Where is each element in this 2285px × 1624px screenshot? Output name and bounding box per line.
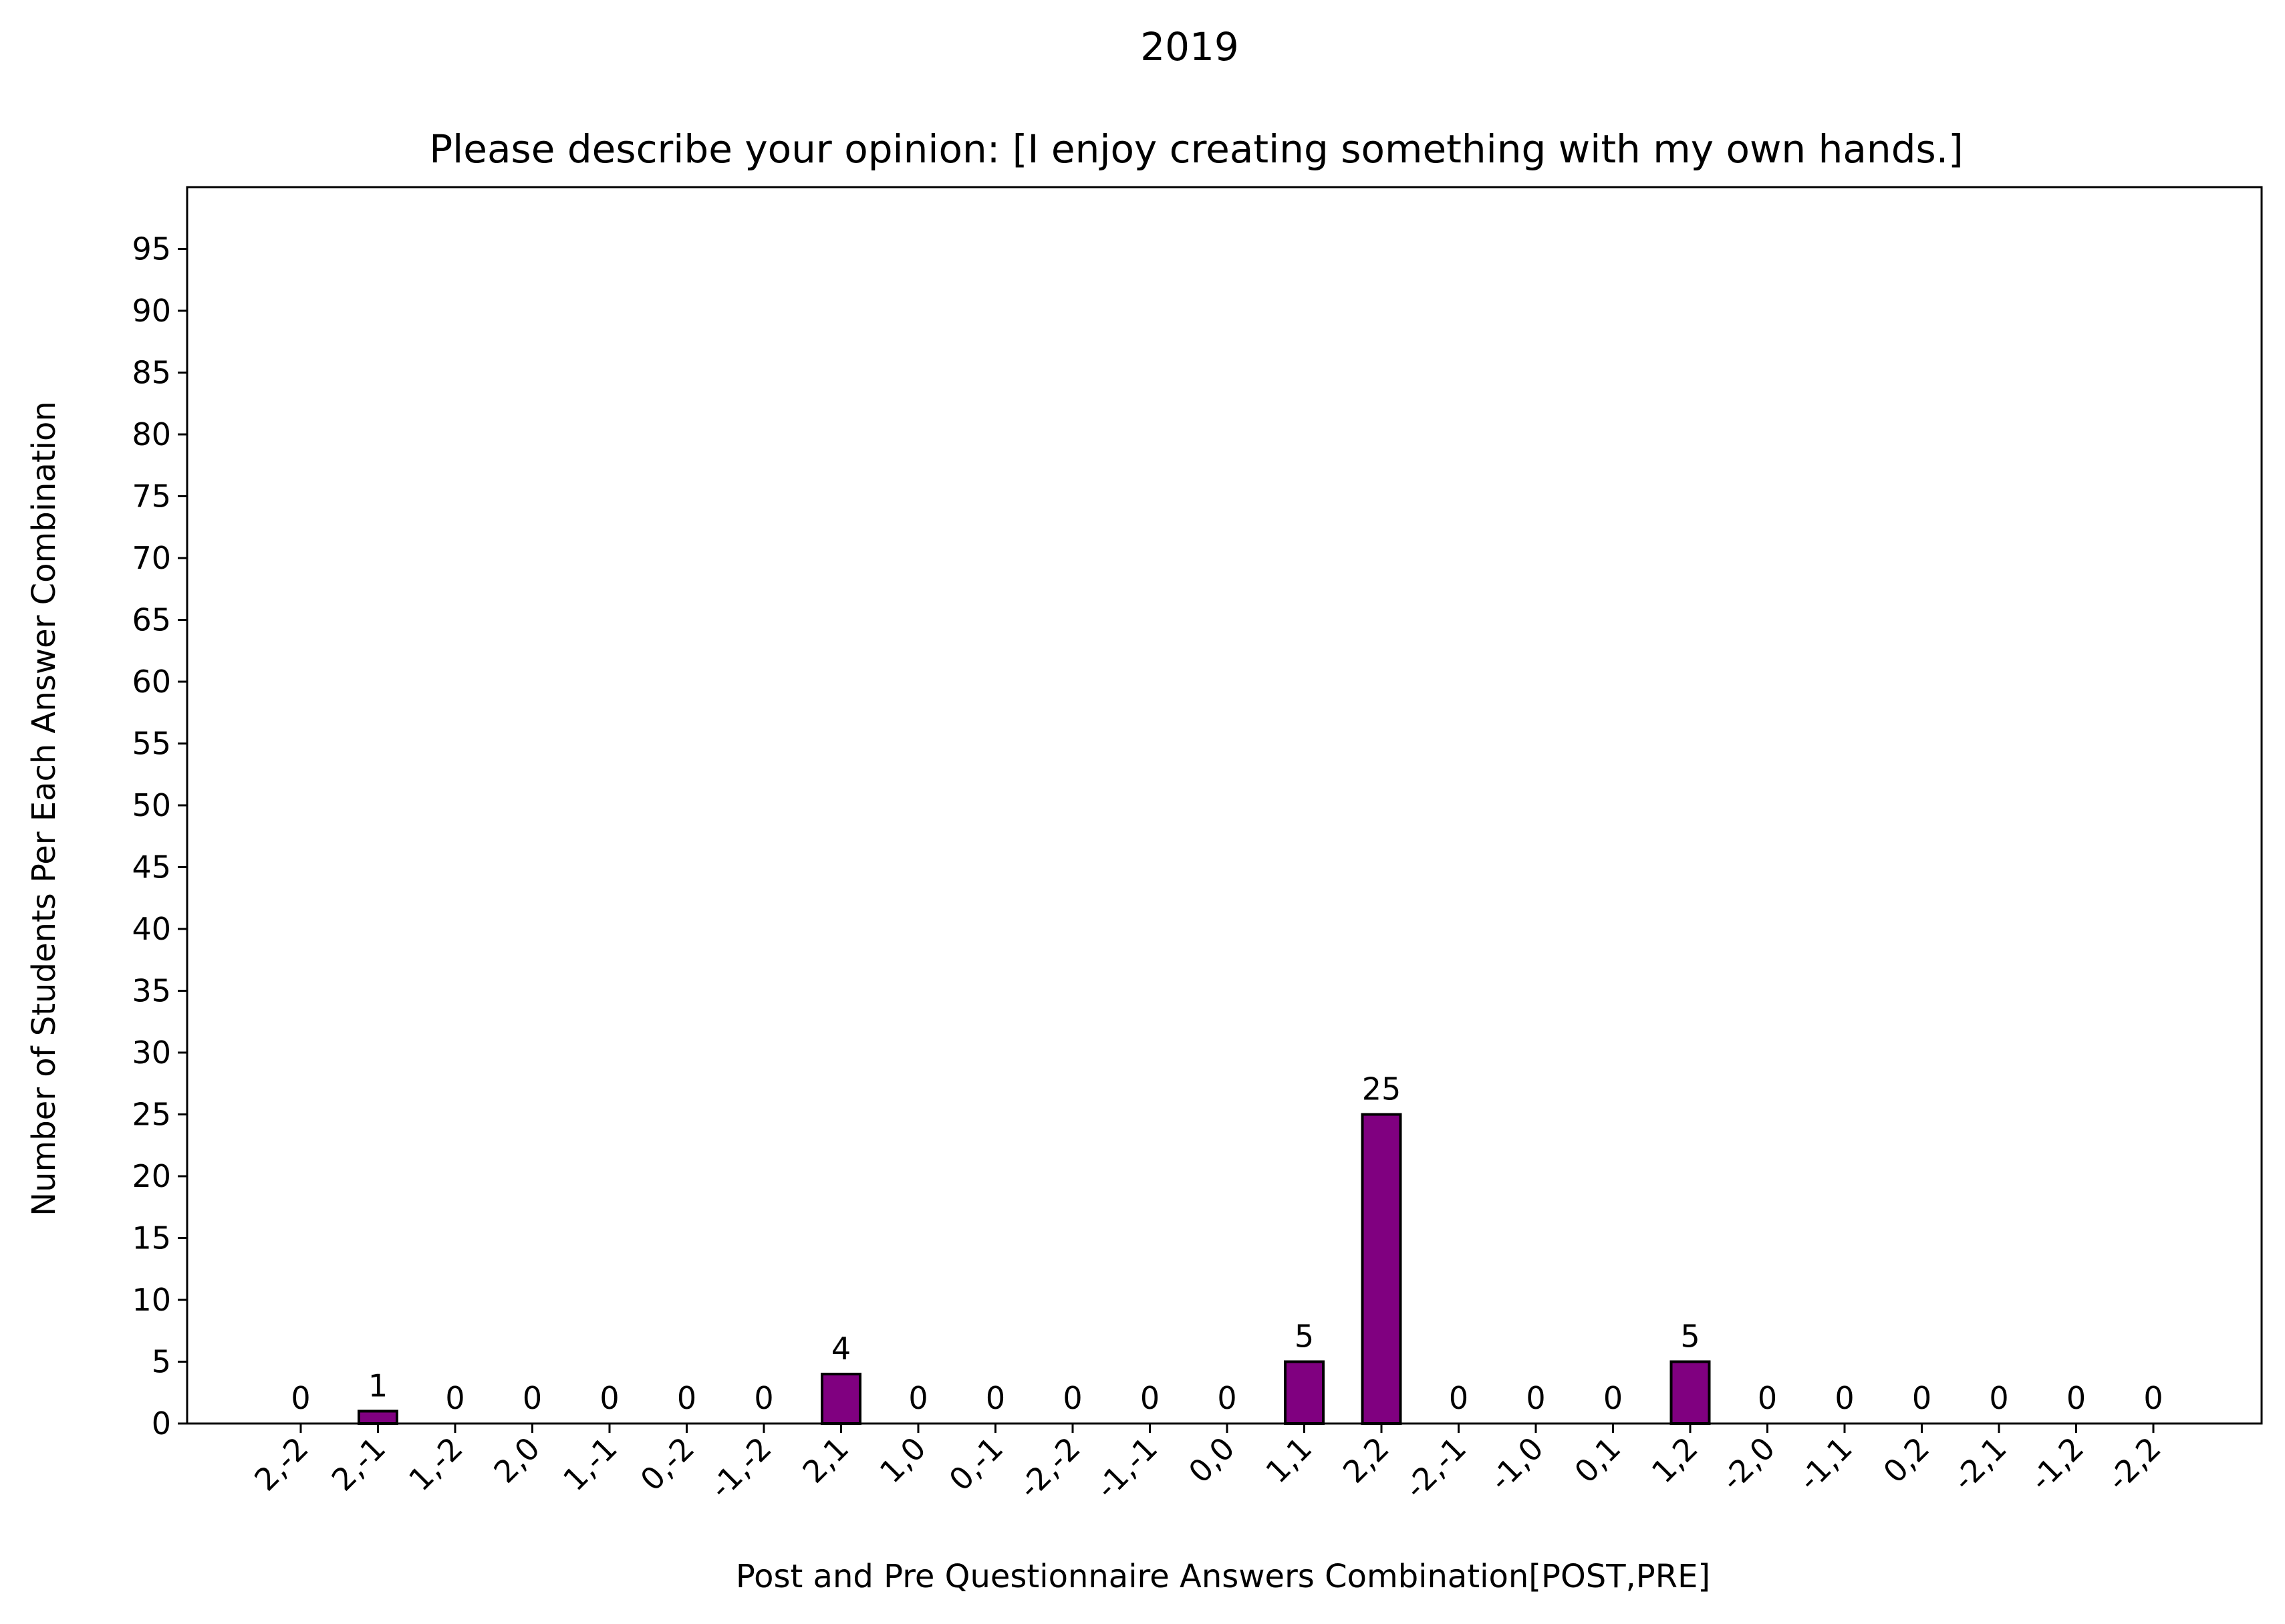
x-tick-label: 1,1	[1258, 1430, 1319, 1490]
x-tick-label: 2,2	[1336, 1430, 1396, 1490]
y-tick-label: 5	[152, 1344, 171, 1380]
bar-value-label: 0	[1912, 1380, 1931, 1416]
x-axis-ticks: 2,-2 2,-1 1,-2 2,0 1,-1 0,-2 -1,-2 2,1 1,0 0,-1 -2…	[247, 1424, 2168, 1506]
x-tick-label: 2,-1	[325, 1430, 393, 1498]
x-tick-label: -2,2	[2100, 1430, 2168, 1498]
bar-value-label: 0	[1526, 1380, 1545, 1416]
x-tick-label: 0,0	[1182, 1430, 1242, 1490]
x-tick-label: 1,2	[1645, 1430, 1705, 1490]
bar-value-label: 0	[677, 1380, 696, 1416]
bar	[821, 1373, 861, 1425]
x-tick-label: 1,-2	[402, 1430, 470, 1498]
x-tick-label: 2,1	[795, 1430, 855, 1490]
bar-value-label: 25	[1362, 1071, 1401, 1107]
bar-value-label: 0	[1989, 1380, 2008, 1416]
y-tick-label: 75	[132, 479, 171, 515]
bars-group: 0 1 0 0 0 0 0 4 0 0 0 0 0 5 25 0 0 0 5 0 0 0 0 0 0	[291, 1071, 2163, 1425]
bar-value-label: 0	[908, 1380, 928, 1416]
x-tick-label: -1,-1	[1089, 1430, 1164, 1506]
x-tick-label: -2,-2	[1011, 1430, 1087, 1506]
y-tick-label: 25	[132, 1097, 171, 1133]
bar-value-label: 0	[986, 1380, 1005, 1416]
bar-value-label: 0	[599, 1380, 619, 1416]
x-tick-label: -1,1	[1791, 1430, 1859, 1498]
bar-value-label: 0	[445, 1380, 464, 1416]
x-tick-label: 2,-2	[247, 1430, 315, 1498]
bar-value-label: 0	[291, 1380, 310, 1416]
bar-value-label: 0	[1758, 1380, 1777, 1416]
y-tick-label: 50	[132, 787, 171, 823]
bar-value-label: 0	[2143, 1380, 2163, 1416]
bar-value-label: 0	[1835, 1380, 1854, 1416]
y-axis-ticks: 0 5 10 15 20 25 30 35 40 45 50 55 60 65 70 75 80 85 90 95	[132, 231, 187, 1442]
x-tick-label: -1,-2	[702, 1430, 778, 1506]
y-tick-label: 30	[132, 1035, 171, 1071]
bar	[1361, 1113, 1402, 1425]
bar-value-label: 1	[368, 1368, 388, 1404]
x-tick-label: -2,1	[1945, 1430, 2014, 1498]
chart-suptitle: 2019	[1140, 24, 1239, 70]
x-tick-label: 1,-1	[556, 1430, 624, 1498]
x-tick-label: 0,2	[1876, 1430, 1936, 1490]
x-axis-label: Post and Pre Questionnaire Answers Combi…	[736, 1558, 1710, 1595]
y-tick-label: 70	[132, 540, 171, 576]
x-tick-label: 0,1	[1567, 1430, 1627, 1490]
bar-value-label: 0	[1449, 1380, 1468, 1416]
x-tick-label: 1,0	[873, 1430, 933, 1490]
y-tick-label: 0	[152, 1405, 171, 1442]
y-tick-label: 40	[132, 911, 171, 947]
y-tick-label: 85	[132, 355, 171, 391]
bar-value-label: 0	[754, 1380, 773, 1416]
x-tick-label: -1,2	[2023, 1430, 2091, 1498]
bar	[358, 1409, 398, 1425]
bar-value-label: 0	[2066, 1380, 2086, 1416]
y-tick-label: 65	[132, 602, 171, 638]
y-tick-label: 15	[132, 1220, 171, 1256]
bar-value-label: 5	[1295, 1319, 1314, 1355]
y-tick-label: 35	[132, 973, 171, 1009]
bar-value-label: 0	[1217, 1380, 1236, 1416]
y-axis-label: Number of Students Per Each Answer Combi…	[25, 401, 63, 1216]
chart-title: Please describe your opinion: [I enjoy c…	[429, 126, 1964, 172]
y-tick-label: 10	[132, 1282, 171, 1318]
y-tick-label: 80	[132, 416, 171, 452]
y-tick-label: 55	[132, 726, 171, 762]
bar-value-label: 4	[831, 1331, 851, 1367]
y-tick-label: 90	[132, 293, 171, 329]
y-tick-label: 95	[132, 231, 171, 267]
bar-value-label: 0	[1603, 1380, 1623, 1416]
y-tick-label: 45	[132, 849, 171, 886]
bar	[1669, 1360, 1711, 1425]
bar-value-label: 0	[1140, 1380, 1160, 1416]
x-tick-label: 0,-1	[942, 1430, 1011, 1498]
plot-frame	[186, 186, 2263, 1425]
bar-value-label: 0	[523, 1380, 542, 1416]
x-tick-label: -2,-1	[1397, 1430, 1473, 1506]
x-tick-label: -2,0	[1714, 1430, 1782, 1498]
x-tick-label: 2,0	[487, 1430, 547, 1490]
bar-value-label: 0	[1063, 1380, 1082, 1416]
x-tick-label: 0,-2	[634, 1430, 702, 1498]
bar-value-label: 5	[1680, 1319, 1700, 1355]
y-tick-label: 60	[132, 664, 171, 700]
x-tick-label: -1,0	[1482, 1430, 1551, 1498]
y-tick-label: 20	[132, 1158, 171, 1194]
bar	[1284, 1360, 1325, 1425]
